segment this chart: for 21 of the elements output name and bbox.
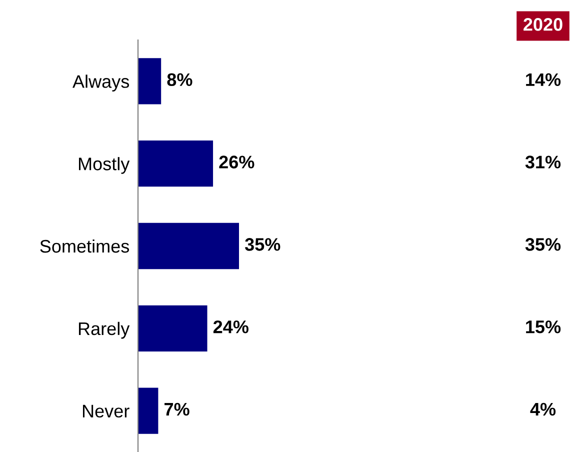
data-label: 24% [213, 320, 248, 334]
text: 35% [525, 238, 561, 251]
text: 15% [526, 320, 561, 334]
y-tick-label: Rarely [78, 322, 130, 339]
y-tick-label: Never [82, 404, 130, 418]
text: 14% [526, 73, 561, 86]
data-label: 26% [219, 156, 254, 168]
bar [138, 305, 208, 352]
data-label: 35% [244, 238, 280, 251]
y-tick-label: Mostly [78, 157, 130, 174]
text: 2020 [524, 18, 562, 31]
bar [138, 222, 239, 270]
text: 31% [525, 156, 561, 168]
data-label: 8% [167, 73, 192, 86]
y-tick-label: Always [72, 74, 130, 92]
data-label: 7% [164, 402, 190, 416]
bar [138, 58, 162, 104]
bar [138, 140, 214, 187]
text: 4% [530, 402, 556, 416]
y-tick-label: Sometimes [40, 239, 130, 253]
bar [138, 388, 158, 434]
